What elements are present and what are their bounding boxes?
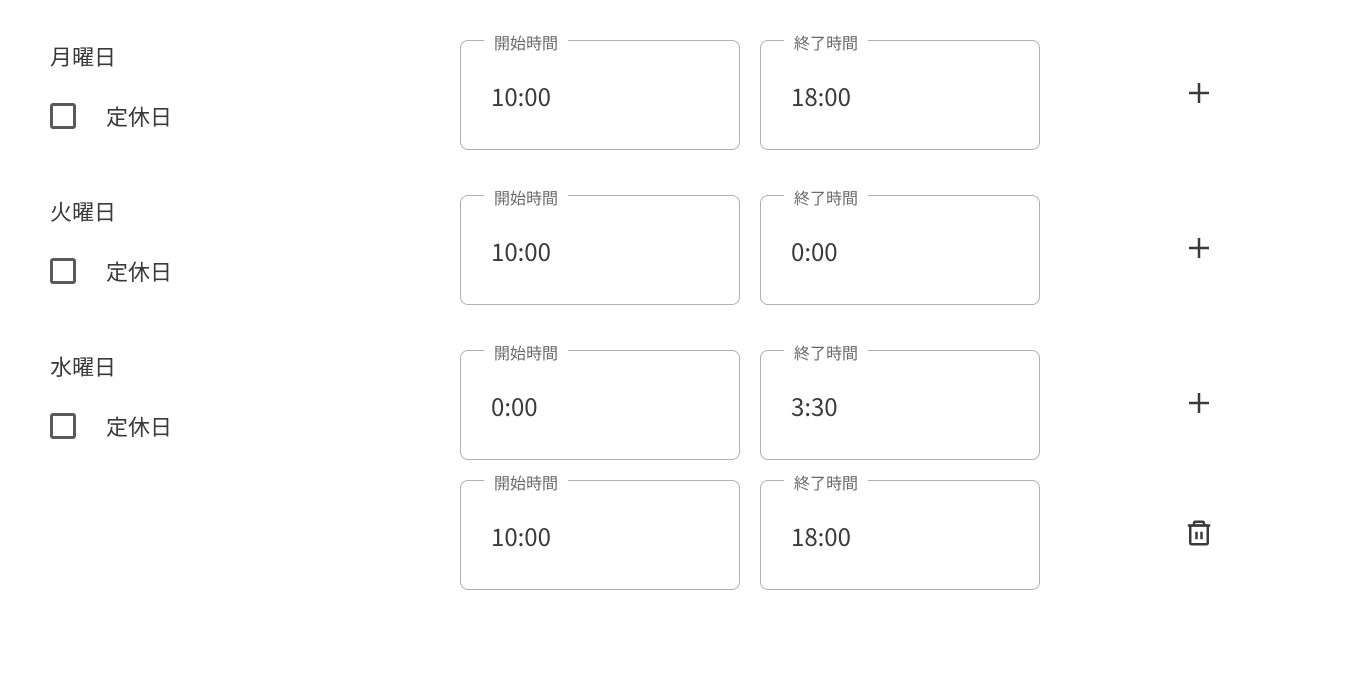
end-time-field: 終了時間 [760,480,1040,590]
end-time-field: 終了時間 [760,40,1040,150]
start-time-label: 開始時間 [484,340,568,364]
closed-label: 定休日 [106,100,172,132]
end-time-input[interactable] [760,40,1040,150]
day-left: 水曜日定休日 [50,350,460,442]
plus-icon [1184,78,1214,113]
start-time-label: 開始時間 [484,470,568,494]
start-time-input[interactable] [460,350,740,460]
day-left: 火曜日定休日 [50,195,460,287]
start-time-input[interactable] [460,40,740,150]
time-slot-row: 開始時間終了時間 [460,195,1315,305]
slots-container: 開始時間終了時間開始時間終了時間 [460,350,1315,590]
closed-row: 定休日 [50,410,460,442]
end-time-label: 終了時間 [784,340,868,364]
slots-container: 開始時間終了時間 [460,195,1315,305]
trash-icon [1184,518,1214,553]
day-row: 月曜日定休日開始時間終了時間 [50,40,1315,150]
add-slot-button[interactable] [1175,71,1223,119]
start-time-field: 開始時間 [460,480,740,590]
closed-row: 定休日 [50,255,460,287]
end-time-input[interactable] [760,350,1040,460]
start-time-input[interactable] [460,195,740,305]
schedule-container: 月曜日定休日開始時間終了時間火曜日定休日開始時間終了時間水曜日定休日開始時間終了… [50,40,1315,590]
plus-icon [1184,388,1214,423]
add-slot-button[interactable] [1175,381,1223,429]
day-name: 月曜日 [50,40,460,72]
day-row: 水曜日定休日開始時間終了時間開始時間終了時間 [50,350,1315,590]
end-time-label: 終了時間 [784,470,868,494]
day-name: 水曜日 [50,350,460,382]
start-time-label: 開始時間 [484,30,568,54]
closed-label: 定休日 [106,255,172,287]
closed-checkbox[interactable] [50,258,76,284]
day-name: 火曜日 [50,195,460,227]
end-time-label: 終了時間 [784,185,868,209]
day-left: 月曜日定休日 [50,40,460,132]
start-time-field: 開始時間 [460,350,740,460]
time-slot-row: 開始時間終了時間 [460,350,1315,460]
closed-checkbox[interactable] [50,413,76,439]
start-time-field: 開始時間 [460,40,740,150]
closed-row: 定休日 [50,100,460,132]
end-time-field: 終了時間 [760,350,1040,460]
slots-container: 開始時間終了時間 [460,40,1315,150]
end-time-input[interactable] [760,195,1040,305]
start-time-input[interactable] [460,480,740,590]
start-time-field: 開始時間 [460,195,740,305]
end-time-input[interactable] [760,480,1040,590]
closed-checkbox[interactable] [50,103,76,129]
closed-label: 定休日 [106,410,172,442]
end-time-field: 終了時間 [760,195,1040,305]
start-time-label: 開始時間 [484,185,568,209]
end-time-label: 終了時間 [784,30,868,54]
time-slot-row: 開始時間終了時間 [460,480,1315,590]
day-row: 火曜日定休日開始時間終了時間 [50,195,1315,305]
time-slot-row: 開始時間終了時間 [460,40,1315,150]
delete-slot-button[interactable] [1175,511,1223,559]
plus-icon [1184,233,1214,268]
add-slot-button[interactable] [1175,226,1223,274]
